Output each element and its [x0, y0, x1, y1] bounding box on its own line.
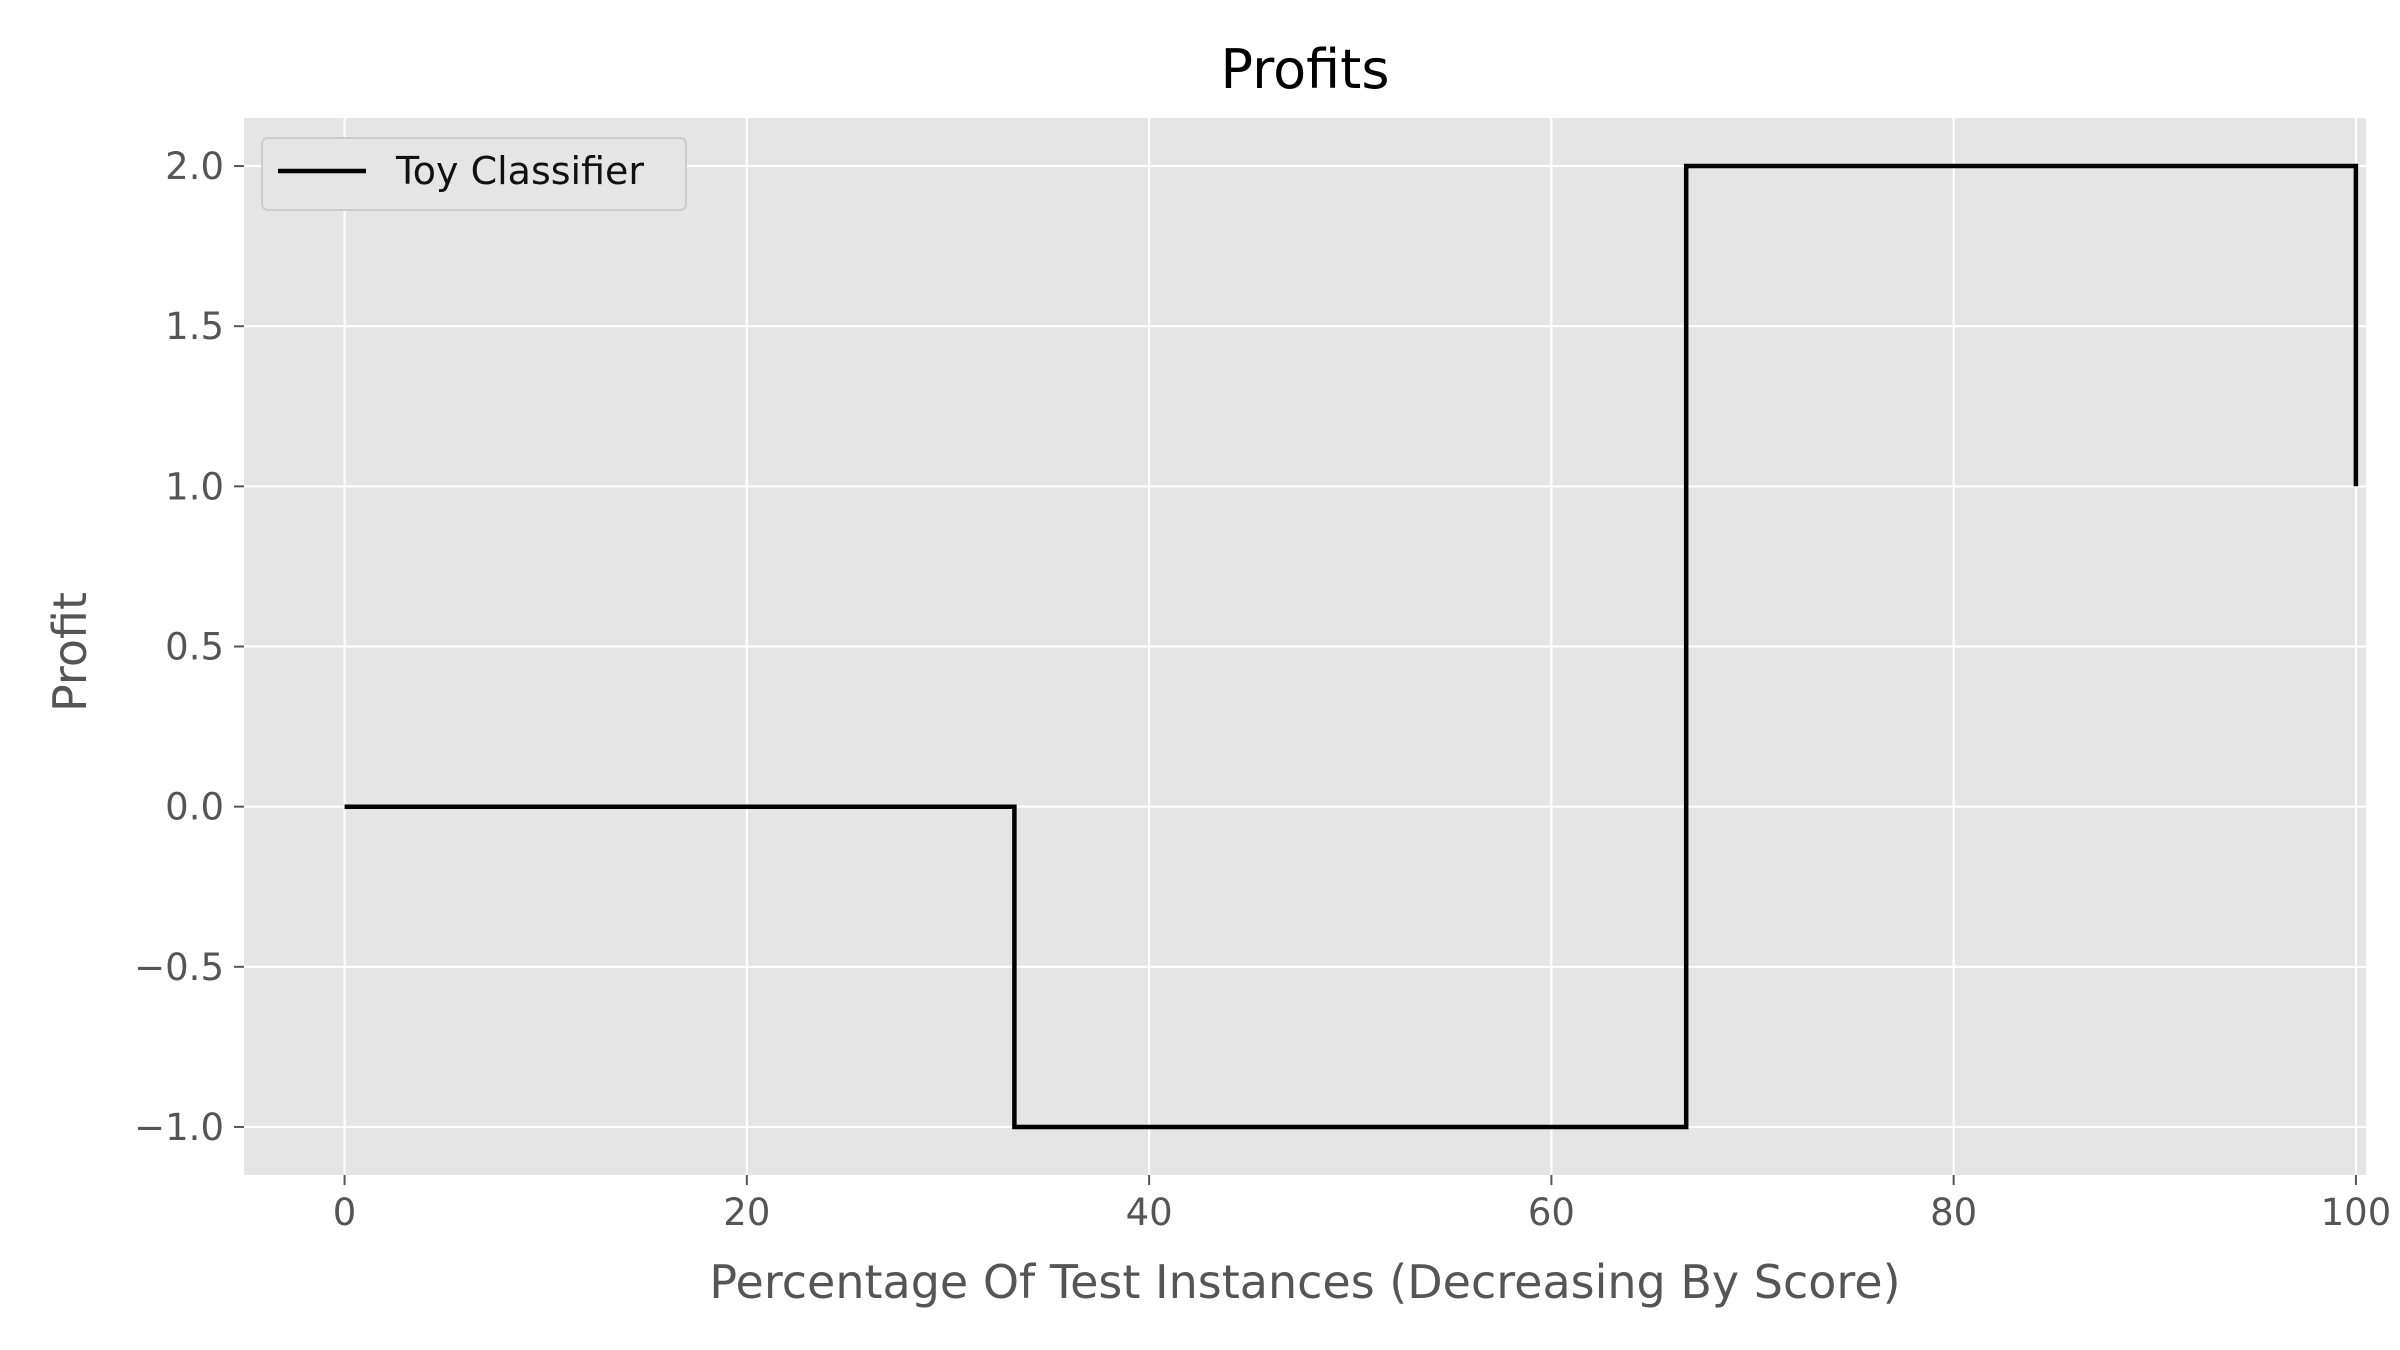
x-tick-label: 40: [1126, 1191, 1173, 1234]
plot-area: [244, 118, 2366, 1175]
x-axis-ticks: 0 20 40 60 80 100: [333, 1175, 2391, 1234]
chart-title: Profits: [1221, 38, 1390, 101]
y-axis-ticks: −1.0 −0.5 0.0 0.5 1.0 1.5 2.0: [134, 145, 244, 1149]
y-tick-label: 1.5: [165, 305, 224, 348]
y-tick-label: 0.0: [165, 786, 224, 829]
x-tick-label: 60: [1528, 1191, 1575, 1234]
series-layer: [344, 163, 2359, 1130]
x-tick-label: 100: [2321, 1191, 2392, 1234]
y-tick-label: 2.0: [165, 145, 224, 188]
y-tick-label: −1.0: [134, 1106, 224, 1149]
x-axis-label: Percentage Of Test Instances (Decreasing…: [709, 1255, 1900, 1309]
x-tick-label: 20: [723, 1191, 770, 1234]
y-tick-label: 0.5: [165, 626, 224, 669]
y-tick-label: 1.0: [165, 465, 224, 508]
legend-box: [261, 137, 687, 211]
legend: Toy Classifier: [261, 137, 687, 211]
x-tick-label: 0: [333, 1191, 357, 1234]
y-tick-label: −0.5: [134, 946, 224, 989]
series-line: [344, 163, 2359, 1130]
x-tick-label: 80: [1930, 1191, 1977, 1234]
y-axis-label: Profit: [43, 592, 97, 712]
legend-label: Toy Classifier: [395, 149, 644, 193]
